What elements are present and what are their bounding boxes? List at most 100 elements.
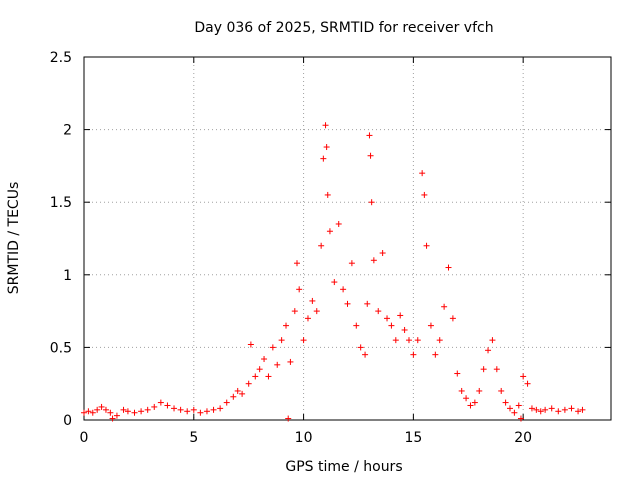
data-point [164,402,171,409]
y-tick-label: 2.5 [50,50,72,66]
data-point [502,399,509,406]
data-series [81,122,586,422]
data-point [511,409,518,416]
data-point [432,351,439,358]
data-point [458,387,465,394]
data-point [515,402,522,409]
data-point [344,300,351,307]
data-point [353,322,360,329]
data-point [436,337,443,344]
data-point [517,415,524,422]
data-point [520,373,527,380]
data-point [320,155,327,162]
data-point [388,322,395,329]
data-point [113,412,120,419]
data-point [210,406,217,413]
data-point [245,380,252,387]
data-point [313,308,320,315]
data-point [427,322,434,329]
data-point [98,403,105,410]
data-point [367,152,374,159]
data-point [449,315,456,322]
data-point [542,406,549,413]
data-point [322,122,329,129]
data-point [107,409,114,416]
data-point [171,405,178,412]
data-point [561,406,568,413]
data-point [326,228,333,235]
data-point [335,220,342,227]
data-point [568,405,575,412]
data-point [124,408,131,415]
x-axis-label: GPS time / hours [285,459,402,475]
data-point [287,358,294,365]
data-point [362,351,369,358]
data-point [89,409,96,416]
data-point [138,408,145,415]
y-axis-label: SRMTID / TECUs [6,182,22,295]
data-point [524,380,531,387]
data-point [247,341,254,348]
data-point [384,315,391,322]
data-point [252,373,259,380]
data-point [151,403,158,410]
x-tick-label: 20 [514,430,532,446]
data-point [265,373,272,380]
data-point [283,322,290,329]
x-tick-label: 0 [80,430,89,446]
data-point [493,366,500,373]
data-point [184,408,191,415]
y-tick-label: 1.5 [50,195,72,211]
data-point [485,347,492,354]
data-point [348,260,355,267]
data-point [370,257,377,264]
data-point [489,337,496,344]
data-point [278,337,285,344]
data-point [421,191,428,198]
x-tick-label: 5 [189,430,198,446]
data-point [392,337,399,344]
data-point [379,250,386,257]
data-point [217,405,224,412]
data-point [261,356,268,363]
data-point [419,170,426,177]
data-point [357,344,364,351]
data-point [555,408,562,415]
data-point [579,406,586,413]
data-point [274,361,281,368]
y-tick-label: 1 [63,268,72,284]
data-point [300,337,307,344]
data-point [203,408,210,415]
data-point [81,409,87,416]
data-point [109,415,116,422]
data-point [397,312,404,319]
data-point [533,406,540,413]
data-point [239,390,246,397]
data-point [476,387,483,394]
data-point [293,260,300,267]
data-point [410,351,417,358]
y-tick-label: 0 [63,413,72,429]
data-point [269,344,276,351]
data-point [102,406,109,413]
grid [84,57,611,420]
data-point [375,308,382,315]
x-tick-label: 15 [404,430,422,446]
data-point [506,405,513,412]
data-point [120,406,127,413]
data-point [291,308,298,315]
data-point [537,408,544,415]
data-point [414,337,421,344]
data-point [318,242,325,249]
data-point [463,395,470,402]
data-point [144,406,151,413]
data-point [575,408,582,415]
data-point [366,132,373,139]
data-point [85,408,92,415]
data-point [157,399,164,406]
data-point [234,387,241,394]
data-point [177,406,184,413]
data-point [197,409,204,416]
data-point [498,387,505,394]
